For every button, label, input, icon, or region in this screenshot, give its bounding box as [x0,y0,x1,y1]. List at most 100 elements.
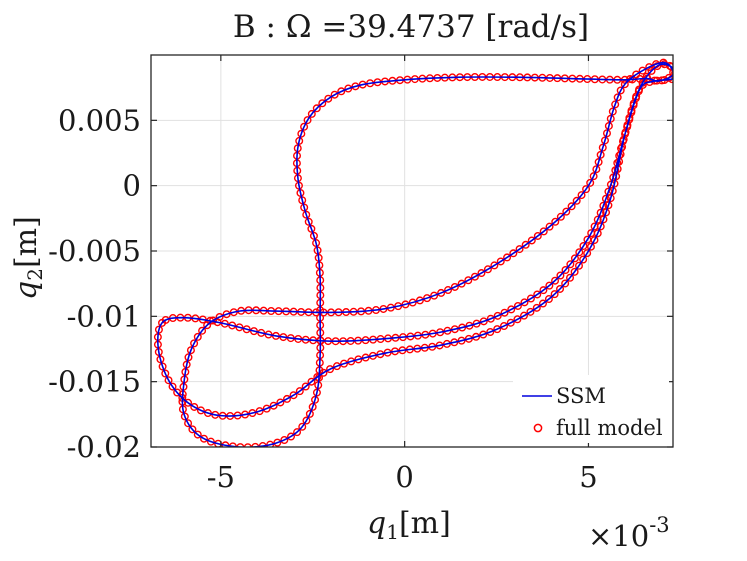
full-model-point [206,437,215,446]
full-model-point [269,401,278,410]
full-model-point [312,104,321,113]
full-model-point [302,416,311,425]
full-model-point [496,257,505,266]
full-model-point [276,398,285,407]
full-model-point [470,272,479,281]
full-model-point [255,407,264,416]
x-tick-label: -5 [207,460,235,494]
full-model-point [303,116,312,125]
full-model-point [309,231,318,240]
full-model-point [582,185,591,194]
full-model-point [567,202,576,211]
full-model-point [423,294,432,303]
full-model-point [602,208,611,217]
legend-full-model-swatch [533,423,543,433]
full-model-point [596,150,605,159]
x-tick-label: 5 [579,460,597,494]
full-model-point [190,339,199,348]
legend: SSM full model [513,375,669,443]
full-model-point [647,66,656,75]
full-model-point [319,368,328,377]
full-model-point [415,296,424,305]
full-model-point [509,249,518,258]
full-model-point [161,315,170,324]
y-axis: 0.005 0 -0.005 -0.01 -0.015 -0.02 [48,103,673,464]
full-model-point [594,158,603,167]
ssm-line-1 [181,61,673,447]
full-model-point [344,84,353,93]
full-model-point [304,217,313,226]
full-model-point [592,165,601,174]
full-model-point [180,412,189,421]
full-model-point [586,242,595,251]
full-model-point [283,394,292,403]
full-model-point [493,311,502,320]
full-model-point [483,265,492,274]
x-axis-label: q1[m] [367,506,451,544]
full-model-point [606,114,615,123]
full-model-point [667,62,673,71]
full-model-point [297,129,306,138]
full-model-point [242,325,251,334]
full-model-point [616,86,625,95]
full-model-point [613,158,622,167]
full-model-point [351,82,360,91]
full-model-point [243,443,252,447]
full-model-point [311,395,320,404]
full-model-point [493,325,502,334]
full-model-point [526,307,535,316]
full-model-point [539,286,548,295]
chart-title: B : Ω =39.4737 [rad/s] [233,9,589,45]
full-model-point [236,443,245,447]
x-axis: -5 0 5 [207,55,598,494]
full-model-point [520,311,529,320]
full-model-point [313,373,322,382]
full-model-point [318,99,327,108]
full-model-point [300,203,309,212]
full-model-point [570,267,579,276]
full-model-point [611,166,620,175]
full-model-point [583,249,592,258]
full-model-point [295,387,304,396]
full-model-point [308,402,317,411]
full-model-point [199,434,208,443]
full-model-point [506,318,515,327]
full-model-point [307,109,316,118]
full-model-point [332,362,341,371]
full-model-point [669,68,673,77]
full-model-point [586,178,595,187]
full-model-point [587,229,596,238]
full-model-point [550,290,559,299]
full-model-point [556,271,565,280]
x-tick-label: 0 [395,460,413,494]
full-model-point [437,288,446,297]
full-model-point [596,208,605,217]
full-model-point [590,222,599,231]
full-model-point [556,212,565,221]
full-model-point [545,281,554,290]
full-model-point [634,87,643,96]
full-model-point [486,327,495,336]
full-model-point [538,299,547,308]
full-model-point [533,231,542,240]
full-model-point [579,241,588,250]
full-model-point [598,143,607,152]
full-model-point [184,353,193,362]
full-model-point [527,236,536,245]
full-model-point [287,432,296,441]
full-model-point [515,245,524,254]
full-model-point [273,438,282,447]
full-model-point [507,305,516,314]
full-model-point [479,317,488,326]
full-model-point [324,94,333,103]
full-model-point [599,215,608,224]
full-model-point [572,196,581,205]
full-model-point [486,314,495,323]
y-tick-label: -0.01 [67,299,141,333]
full-model-point [599,201,608,210]
full-model-point [302,210,311,219]
full-model-point [500,322,509,331]
full-model-point [203,409,212,418]
full-model-point [168,382,177,391]
full-model-point [570,254,579,263]
